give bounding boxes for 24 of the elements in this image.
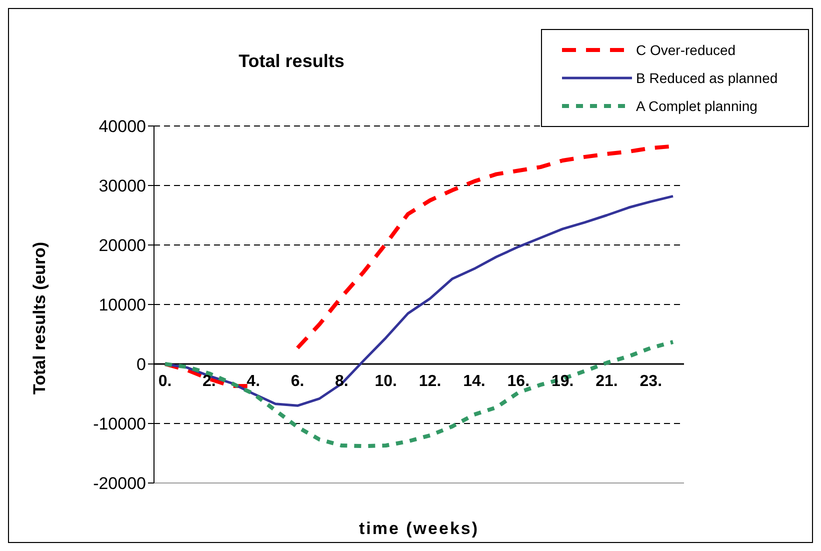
legend-label: A Complet planning <box>636 98 758 114</box>
legend-label: C Over-reduced <box>636 42 736 58</box>
x-tick-label: 19. <box>551 373 574 390</box>
y-tick-label: 40000 <box>98 117 146 136</box>
y-tick-label: 10000 <box>98 296 146 315</box>
x-axis-title: time (weeks) <box>358 519 480 538</box>
x-tick-label: 14. <box>463 373 486 390</box>
x-tick-label: 21. <box>596 373 618 390</box>
x-tick-label: 4. <box>246 373 260 390</box>
x-tick-label: 16. <box>507 373 530 390</box>
y-tick-label: 20000 <box>98 236 146 256</box>
y-axis-title: Total results (euro) <box>30 242 50 394</box>
x-tick-label: 0. <box>158 373 172 390</box>
chart-title: Total results <box>238 51 346 72</box>
y-tick-label: -20000 <box>93 474 146 494</box>
x-tick-label: 12. <box>418 373 442 390</box>
legend-label: B Reduced as planned <box>636 70 778 86</box>
x-tick-label: 2. <box>202 373 216 390</box>
y-tick-label: -10000 <box>93 414 146 434</box>
x-tick-label: 10. <box>374 373 397 390</box>
x-tick-label: 23. <box>640 373 662 390</box>
y-tick-label: 30000 <box>98 176 146 196</box>
x-tick-label: 6. <box>290 373 304 390</box>
y-tick-label: 0 <box>136 355 146 374</box>
